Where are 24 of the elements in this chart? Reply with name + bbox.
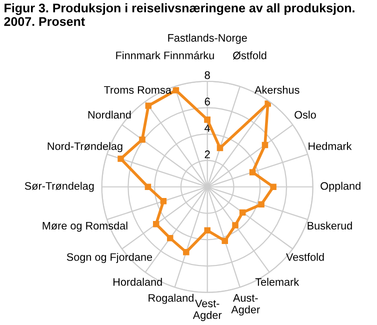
spoke-label: Østfold: [232, 51, 266, 60]
spoke-label: Troms Romsa: [104, 86, 172, 94]
spoke-label: Akershus: [254, 86, 300, 94]
spoke-label: Oppland: [320, 182, 360, 192]
y-tick-label: 8: [204, 71, 210, 80]
spoke-label: Møre og Romsdal: [42, 222, 128, 232]
spoke-label: Sogn og Fjordane: [66, 252, 152, 264]
spoke-label: Nordland: [88, 110, 131, 119]
spoke-label: Aust- Agder: [231, 294, 260, 316]
y-tick-label: 6: [204, 98, 210, 106]
spoke-label: Vestfold: [286, 252, 324, 261]
spoke-label: Hordaland: [113, 278, 162, 286]
spoke-label: Rogaland: [148, 294, 194, 304]
spoke-label: Fastlands-Norge: [168, 34, 247, 44]
y-tick-label: 2: [204, 150, 210, 158]
spoke-label: Hedmark: [308, 142, 352, 150]
spoke-label: Buskerud: [308, 222, 352, 230]
spoke-label: Vest- Agder: [192, 300, 222, 322]
spoke-label: Nord-Trøndelag: [48, 142, 122, 152]
spoke-label: Oslo: [294, 110, 316, 119]
spoke-label: Finnmark Finnmárku: [116, 51, 214, 60]
spoke-label: Telemark: [255, 278, 300, 286]
spoke-label: Sør-Trøndelag: [24, 182, 94, 192]
chart-title: Figur 3. Produksjon i reiselivsnæringene av all produksjon. 2007. Prosent: [4, 3, 354, 26]
